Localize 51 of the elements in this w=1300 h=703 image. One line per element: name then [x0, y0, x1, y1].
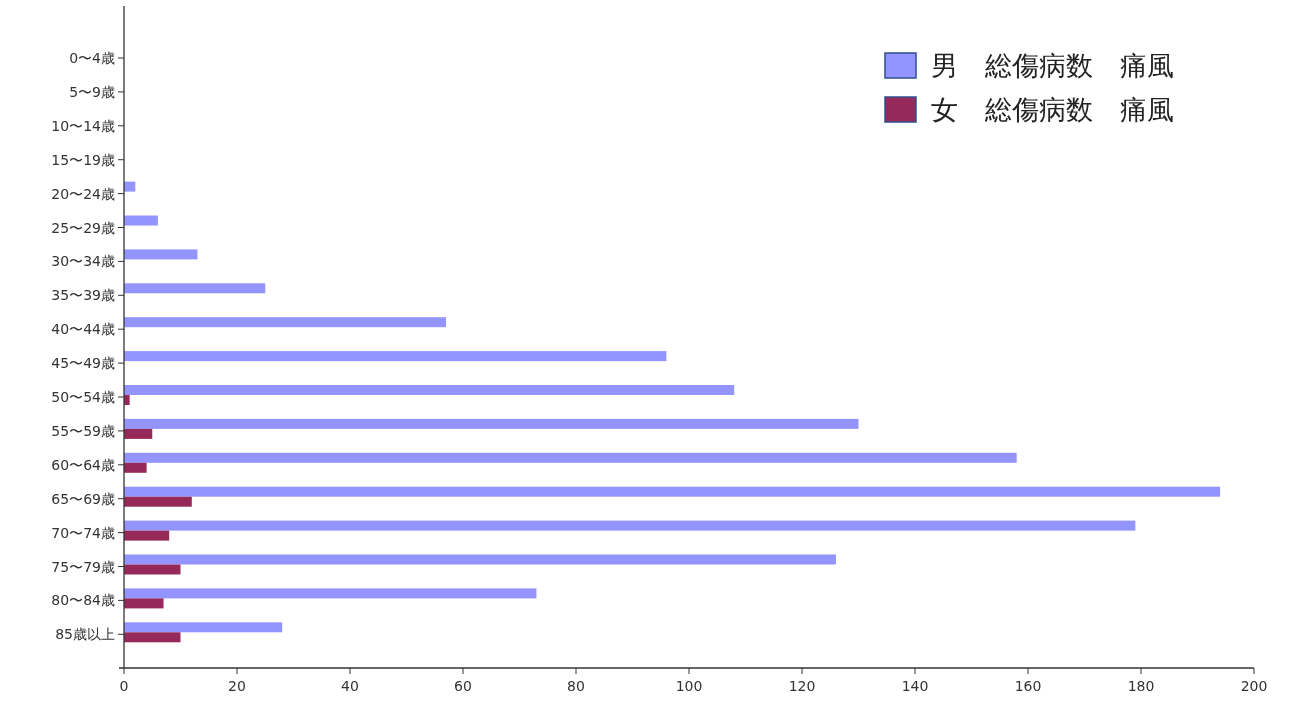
y-tick-label: 85歳以上	[55, 626, 115, 643]
y-tick-label: 70〜74歳	[51, 524, 115, 541]
x-tick-label: 60	[454, 678, 472, 694]
legend-label: 女 総傷病数 痛風	[931, 94, 1174, 125]
bar	[124, 564, 181, 575]
x-tick-label: 80	[567, 678, 585, 694]
y-tick-label: 45〜49歳	[51, 355, 115, 372]
y-tick-label: 65〜69歳	[51, 490, 115, 507]
x-tick-label: 0	[119, 678, 129, 694]
x-tick-label: 120	[788, 678, 816, 694]
bar	[124, 317, 447, 328]
x-tick-label: 20	[228, 678, 246, 694]
legend-label: 男 総傷病数 痛風	[931, 50, 1174, 81]
x-tick-label: 40	[341, 678, 359, 694]
bar	[124, 486, 1221, 497]
bar	[124, 215, 158, 226]
y-tick-label: 80〜84歳	[51, 592, 115, 609]
bar	[124, 530, 170, 541]
bar	[124, 418, 859, 429]
bar	[124, 385, 735, 395]
y-tick-label: 40〜44歳	[51, 321, 115, 338]
y-tick-label: 20〜24歳	[51, 185, 115, 202]
bar	[124, 622, 283, 633]
bar	[124, 598, 164, 609]
y-tick-label: 25〜29歳	[51, 219, 115, 236]
x-tick-label: 200	[1240, 678, 1268, 694]
bar	[124, 496, 192, 507]
y-tick-label: 10〜14歳	[51, 117, 115, 134]
bar	[124, 283, 266, 294]
y-tick-label: 5〜9歳	[69, 83, 115, 100]
bar	[124, 462, 147, 473]
y-tick-label: 60〜64歳	[51, 456, 115, 473]
x-tick-label: 100	[675, 678, 703, 694]
y-tick-label: 55〜59歳	[51, 422, 115, 439]
x-tick-label: 160	[1014, 678, 1042, 694]
bar	[124, 428, 153, 439]
y-tick-label: 15〜19歳	[51, 151, 115, 168]
bar	[124, 588, 537, 599]
bar	[124, 520, 1136, 531]
y-tick-label: 75〜79歳	[51, 558, 115, 575]
y-tick-label: 50〜54歳	[51, 389, 115, 405]
x-tick-label: 140	[901, 678, 929, 694]
x-tick-label: 180	[1127, 678, 1155, 694]
y-tick-label: 30〜34歳	[51, 253, 115, 270]
bar	[124, 249, 198, 260]
bar	[124, 554, 836, 565]
y-tick-label: 0〜4歳	[69, 50, 115, 66]
bar	[124, 452, 1017, 463]
bar	[124, 632, 181, 643]
bar	[124, 351, 667, 362]
y-tick-label: 35〜39歳	[51, 287, 115, 304]
